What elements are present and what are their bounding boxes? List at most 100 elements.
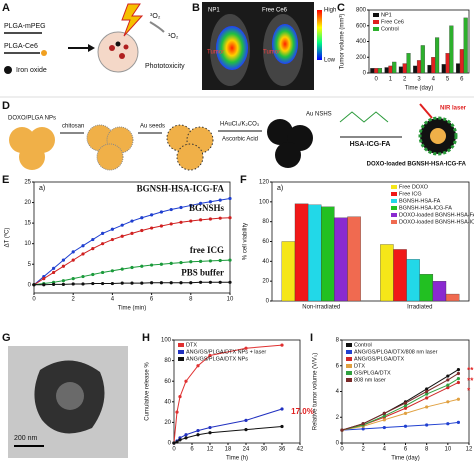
point [175,440,179,444]
y-tick-label: 60 [164,379,171,385]
point [280,343,284,347]
bar [463,17,468,74]
bar [435,37,440,74]
point [91,247,95,251]
point [71,282,75,286]
point [120,267,124,271]
legend-label: ANG/GS/PLGA/DTX/808 nm laser [354,349,438,355]
bar [281,241,296,302]
y-tick-label: 200 [356,55,367,61]
label: HSA-ICG-FA [350,141,391,148]
point [425,389,429,394]
point [403,411,408,415]
point [208,200,212,204]
x-tick-label: 6 [404,447,408,453]
point [120,223,124,227]
bar [334,217,348,302]
laser [419,103,433,119]
core-dot [109,45,115,51]
point [244,418,248,422]
point [140,216,144,220]
bar [370,68,375,74]
point [244,346,248,350]
point [456,420,461,424]
annotation: ** [467,366,474,375]
particle [19,144,45,170]
point [110,281,114,286]
point [228,216,232,220]
x-tick-label: 12 [466,447,473,453]
y-tick-label: 120 [259,180,270,186]
label: chitosan [62,124,84,130]
product-core [430,128,446,144]
panel-a: A PLGA-mPEG PLGA-Ce6 Iron oxide ³O₂ ¹O₂ … [2,2,185,74]
arrowhead [88,44,95,52]
ce6-icon [41,50,47,56]
point [403,401,408,405]
point [456,368,461,372]
point [159,281,163,285]
legend-swatch [373,20,379,24]
legend-swatch [178,350,184,354]
y-tick-label: 0 [266,299,270,305]
point [52,282,56,286]
point [81,274,85,279]
point [218,198,222,202]
x-tick-label: Non-irradiated [302,305,340,311]
point [228,196,232,201]
point [218,280,222,284]
series-line [173,426,283,444]
point [456,377,461,381]
x-tick-label: 6 [460,77,464,83]
y-tick-label: 100 [161,338,172,344]
legend-swatch [391,206,397,210]
point [208,280,212,284]
light-bolt [121,3,144,37]
point [169,222,173,226]
bar [445,53,450,74]
point [172,441,176,445]
label: Au seeds [140,124,165,130]
point [101,270,105,275]
x-tick-label: 36 [279,447,286,453]
legend-label: DTX [354,363,365,369]
y-tick-label: 25 [24,180,31,186]
legend-swatch [178,343,184,347]
point [175,410,179,414]
point [199,201,203,205]
y-tick-label: 15 [24,221,31,227]
x-tick-label: 42 [297,447,304,453]
point [179,260,183,265]
y-tick-label: 0 [363,71,367,77]
legend-swatch [346,357,352,361]
bar [380,244,394,302]
bar [384,67,389,74]
point [361,427,365,431]
point [456,397,461,401]
point [110,227,114,231]
bar [432,281,447,302]
point [140,281,144,285]
point [81,282,85,286]
bar [406,53,411,74]
point [189,281,193,285]
annotation: ** [467,376,474,385]
legend-swatch [373,13,379,17]
point [150,263,154,267]
panel-g: G 200 nm [2,332,128,458]
panel-d: D DOXO/PLGA NPs chitosan Au seeds HAuCl₄… [0,96,474,171]
bar [427,64,432,74]
panel-b: B NP1 Free Ce6 Tumor Tumor High Low [192,2,336,90]
y-tick-label: 600 [356,23,367,29]
point [52,270,56,275]
point [446,378,450,382]
bar [416,60,422,74]
y-tick-label: 800 [356,8,367,14]
point [208,259,212,263]
point [179,281,183,285]
legend-swatch [346,350,352,354]
point [280,407,284,411]
point [61,282,65,286]
x-tick-label: 4 [432,77,436,83]
y-tick-label: 20 [164,420,171,426]
